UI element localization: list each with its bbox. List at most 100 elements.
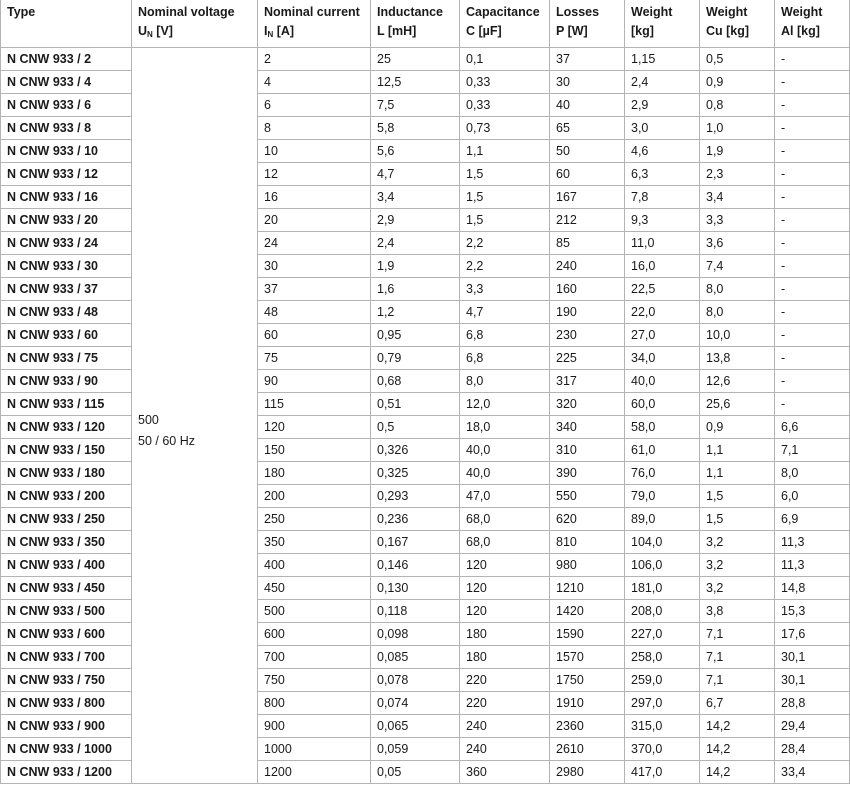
cell-weight-al: - (774, 47, 850, 71)
table-row: N CNW 933 / 180 180 0,325 40,0 390 76,0 1,1 8,0 (0, 461, 850, 485)
cell-capacitance: 2,2 (459, 254, 550, 278)
cell-weight: 22,0 (624, 300, 700, 324)
table-row: N CNW 933 / 10 10 5,6 1,1 50 4,6 1,9- (0, 139, 850, 163)
cell-weight-cu: 1,5 (699, 484, 775, 508)
cell-weight-al: 15,3 (774, 599, 850, 623)
cell-losses: 85 (549, 231, 625, 255)
cell-losses: 340 (549, 415, 625, 439)
cell-losses: 30 (549, 70, 625, 94)
cell-type: N CNW 933 / 250 (0, 507, 132, 531)
cell-losses: 50 (549, 139, 625, 163)
cell-nominal-current: 600 (257, 622, 371, 646)
cell-weight-al: 8,0 (774, 461, 850, 485)
cell-inductance: 2,9 (370, 208, 460, 232)
cell-inductance: 1,2 (370, 300, 460, 324)
cell-capacitance: 220 (459, 691, 550, 715)
cell-nominal-current: 350 (257, 530, 371, 554)
cell-nominal-current: 700 (257, 645, 371, 669)
table-row: N CNW 933 / 8 8 5,8 0,73 65 3,0 1,0- (0, 116, 850, 140)
cell-weight-cu: 8,0 (699, 300, 775, 324)
cell-capacitance: 240 (459, 714, 550, 738)
cell-weight-al: 28,4 (774, 737, 850, 761)
cell-type: N CNW 933 / 48 (0, 300, 132, 324)
cell-weight-al: 6,0 (774, 484, 850, 508)
cell-capacitance: 3,3 (459, 277, 550, 301)
cell-inductance: 0,5 (370, 415, 460, 439)
cell-weight-cu: 14,2 (699, 714, 775, 738)
cell-capacitance: 0,73 (459, 116, 550, 140)
cell-nominal-current: 37 (257, 277, 371, 301)
cell-type: N CNW 933 / 750 (0, 668, 132, 692)
cell-nominal-current: 8 (257, 116, 371, 140)
table-row: N CNW 933 / 16 16 3,4 1,5 167 7,8 3,4- (0, 185, 850, 209)
cell-weight-cu: 6,7 (699, 691, 775, 715)
cell-weight-cu: 0,5 (699, 47, 775, 71)
cell-inductance: 0,098 (370, 622, 460, 646)
cell-weight: 22,5 (624, 277, 700, 301)
cell-inductance: 7,5 (370, 93, 460, 117)
table-row: N CNW 933 / 4 4 12,5 0,33 30 2,4 0,9- (0, 70, 850, 94)
cell-capacitance: 68,0 (459, 530, 550, 554)
cell-nominal-current: 450 (257, 576, 371, 600)
cell-losses: 240 (549, 254, 625, 278)
cell-losses: 225 (549, 346, 625, 370)
cell-inductance: 0,118 (370, 599, 460, 623)
cell-weight-cu: 25,6 (699, 392, 775, 416)
cell-weight-cu: 1,9 (699, 139, 775, 163)
header-type: Type (0, 0, 132, 48)
cell-inductance: 0,236 (370, 507, 460, 531)
cell-inductance: 25 (370, 47, 460, 71)
cell-weight-al: - (774, 185, 850, 209)
cell-losses: 550 (549, 484, 625, 508)
cell-weight-al: - (774, 346, 850, 370)
cell-weight-al: - (774, 208, 850, 232)
cell-weight-cu: 3,4 (699, 185, 775, 209)
cell-nominal-current: 30 (257, 254, 371, 278)
cell-nominal-current: 90 (257, 369, 371, 393)
cell-type: N CNW 933 / 2 (0, 47, 132, 71)
cell-weight: 259,0 (624, 668, 700, 692)
cell-type: N CNW 933 / 800 (0, 691, 132, 715)
cell-weight: 208,0 (624, 599, 700, 623)
cell-weight-al: - (774, 231, 850, 255)
cell-capacitance: 8,0 (459, 369, 550, 393)
cell-nominal-current: 60 (257, 323, 371, 347)
cell-inductance: 0,79 (370, 346, 460, 370)
cell-weight-al: - (774, 162, 850, 186)
cell-inductance: 0,05 (370, 760, 460, 784)
cell-nominal-current: 4 (257, 70, 371, 94)
cell-weight-al: - (774, 392, 850, 416)
cell-capacitance: 18,0 (459, 415, 550, 439)
cell-type: N CNW 933 / 180 (0, 461, 132, 485)
cell-losses: 310 (549, 438, 625, 462)
cell-capacitance: 68,0 (459, 507, 550, 531)
cell-weight: 11,0 (624, 231, 700, 255)
cell-weight-cu: 8,0 (699, 277, 775, 301)
cell-nominal-current: 500 (257, 599, 371, 623)
cell-type: N CNW 933 / 500 (0, 599, 132, 623)
cell-weight-cu: 3,8 (699, 599, 775, 623)
cell-losses: 980 (549, 553, 625, 577)
table-row: N CNW 933 / 20 20 2,9 1,5 212 9,3 3,3- (0, 208, 850, 232)
cell-capacitance: 40,0 (459, 461, 550, 485)
cell-nominal-current: 115 (257, 392, 371, 416)
cell-weight-cu: 14,2 (699, 760, 775, 784)
cell-type: N CNW 933 / 8 (0, 116, 132, 140)
table-row: N CNW 933 / 60 60 0,95 6,8 230 27,0 10,0- (0, 323, 850, 347)
cell-losses: 1910 (549, 691, 625, 715)
cell-losses: 1420 (549, 599, 625, 623)
cell-weight-cu: 2,3 (699, 162, 775, 186)
cell-weight-al: 33,4 (774, 760, 850, 784)
table-row: N CNW 933 / 1200 1200 0,05 360 2980 417,0 14,2… (0, 760, 850, 784)
cell-type: N CNW 933 / 1200 (0, 760, 132, 784)
cell-type: N CNW 933 / 75 (0, 346, 132, 370)
cell-weight-al: - (774, 300, 850, 324)
table-row: N CNW 933 / 500 500 0,118 120 1420 208,0 3,8 15… (0, 599, 850, 623)
cell-capacitance: 2,2 (459, 231, 550, 255)
cell-weight-cu: 1,5 (699, 507, 775, 531)
cell-type: N CNW 933 / 400 (0, 553, 132, 577)
table-row: N CNW 933 / 115 115 0,51 12,0 320 60,0 25,6- (0, 392, 850, 416)
cell-capacitance: 220 (459, 668, 550, 692)
cell-capacitance: 120 (459, 599, 550, 623)
table-row: N CNW 933 / 750 750 0,078 220 1750 259,0 7,1 30… (0, 668, 850, 692)
